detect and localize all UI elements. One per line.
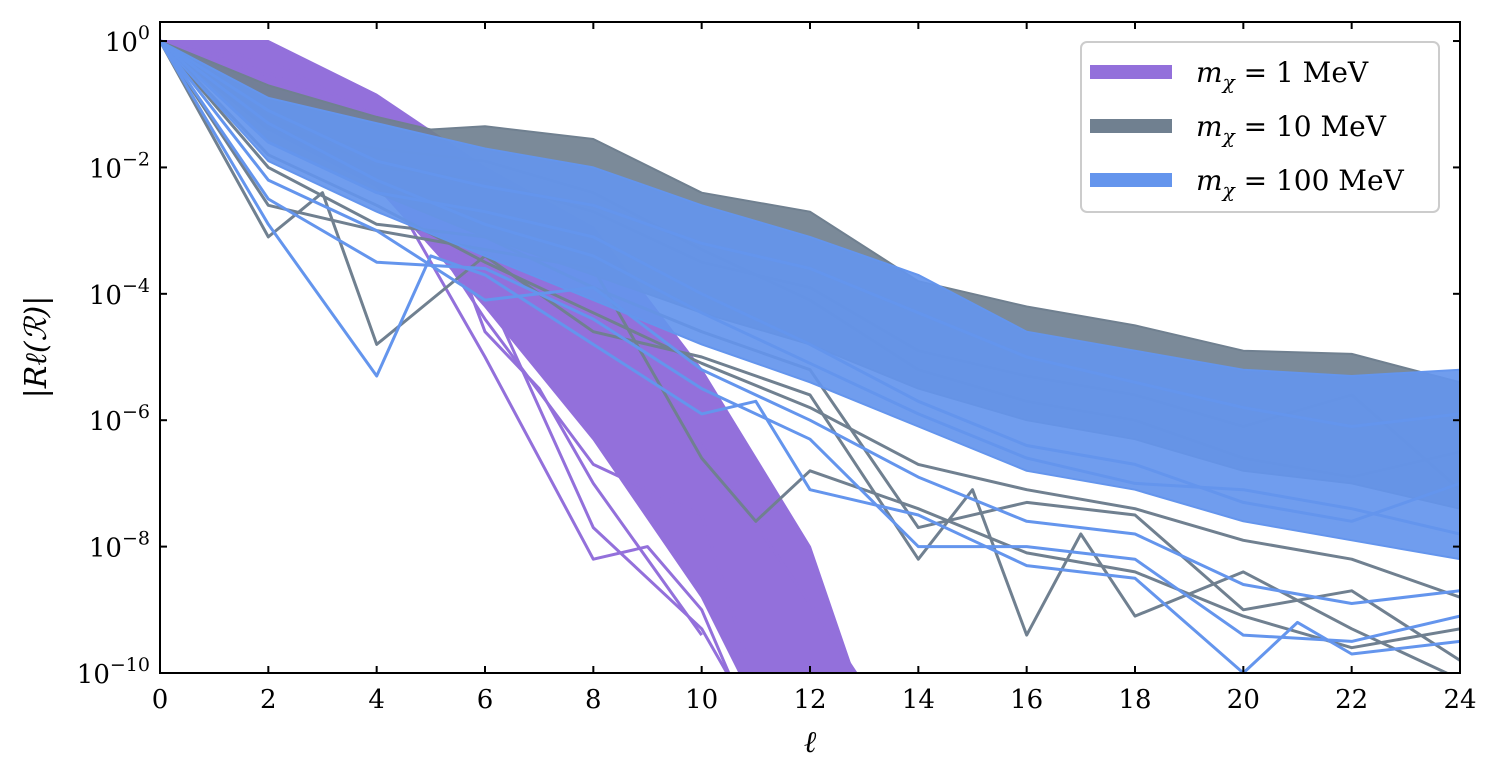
x-tick-label-11: 22 [1335,685,1368,715]
series-0-line-4 [160,39,703,636]
x-tick-label-6: 12 [793,685,826,715]
y-tick-label-3: 10−6 [89,401,150,437]
series-2-line-0 [160,40,1460,673]
series-1-line-0 [160,40,1451,673]
x-axis: 0 2 4 6 8 10 12 14 16 18 20 22 24 [152,22,1477,715]
y-axis: 100 10−2 10−4 10−6 10−8 10−10 [77,22,1460,690]
x-tick-label-7: 14 [902,685,935,715]
series-2-line-3 [160,39,1460,523]
x-tick-label-8: 16 [1010,685,1043,715]
series-0-line-2 [160,39,729,673]
series-2-line-1 [160,40,1460,643]
y-tick-label-5: 10−10 [77,654,150,690]
y-tick-label-4: 10−8 [89,528,150,564]
x-tick-label-9: 18 [1118,685,1151,715]
legend-label-0: mχ = 1 MeV [1196,56,1369,94]
series-2-line-5 [160,39,1460,536]
x-tick-label-1: 2 [260,685,277,715]
x-tick-label-2: 4 [368,685,385,715]
x-tick-label-12: 24 [1443,685,1476,715]
series-2-band [160,40,1460,561]
legend: mχ = 1 MeV mχ = 10 MeV mχ = 100 MeV [1080,41,1440,213]
series-2-line-4 [160,39,1460,428]
y-tick-label-1: 10−2 [89,148,150,184]
x-tick-label-0: 0 [152,685,169,715]
x-tick-label-4: 8 [585,685,602,715]
legend-label-1: mχ = 10 MeV [1196,110,1387,148]
series-2-line-2 [160,40,1460,605]
legend-box [1080,41,1440,213]
x-tick-label-3: 6 [477,685,494,715]
y-axis-label: |Rℓ(ℛ)| [19,296,54,399]
series-1-line-1 [160,40,1460,650]
series-2 [160,39,1460,673]
y-tick-label-0: 100 [105,22,150,58]
x-tick-label-5: 10 [685,685,718,715]
x-axis-label: ℓ [804,725,817,760]
y-tick-label-2: 10−4 [89,275,150,311]
legend-label-2: mχ = 100 MeV [1196,164,1405,202]
plot-area [160,39,1460,673]
x-tick-label-10: 20 [1227,685,1260,715]
